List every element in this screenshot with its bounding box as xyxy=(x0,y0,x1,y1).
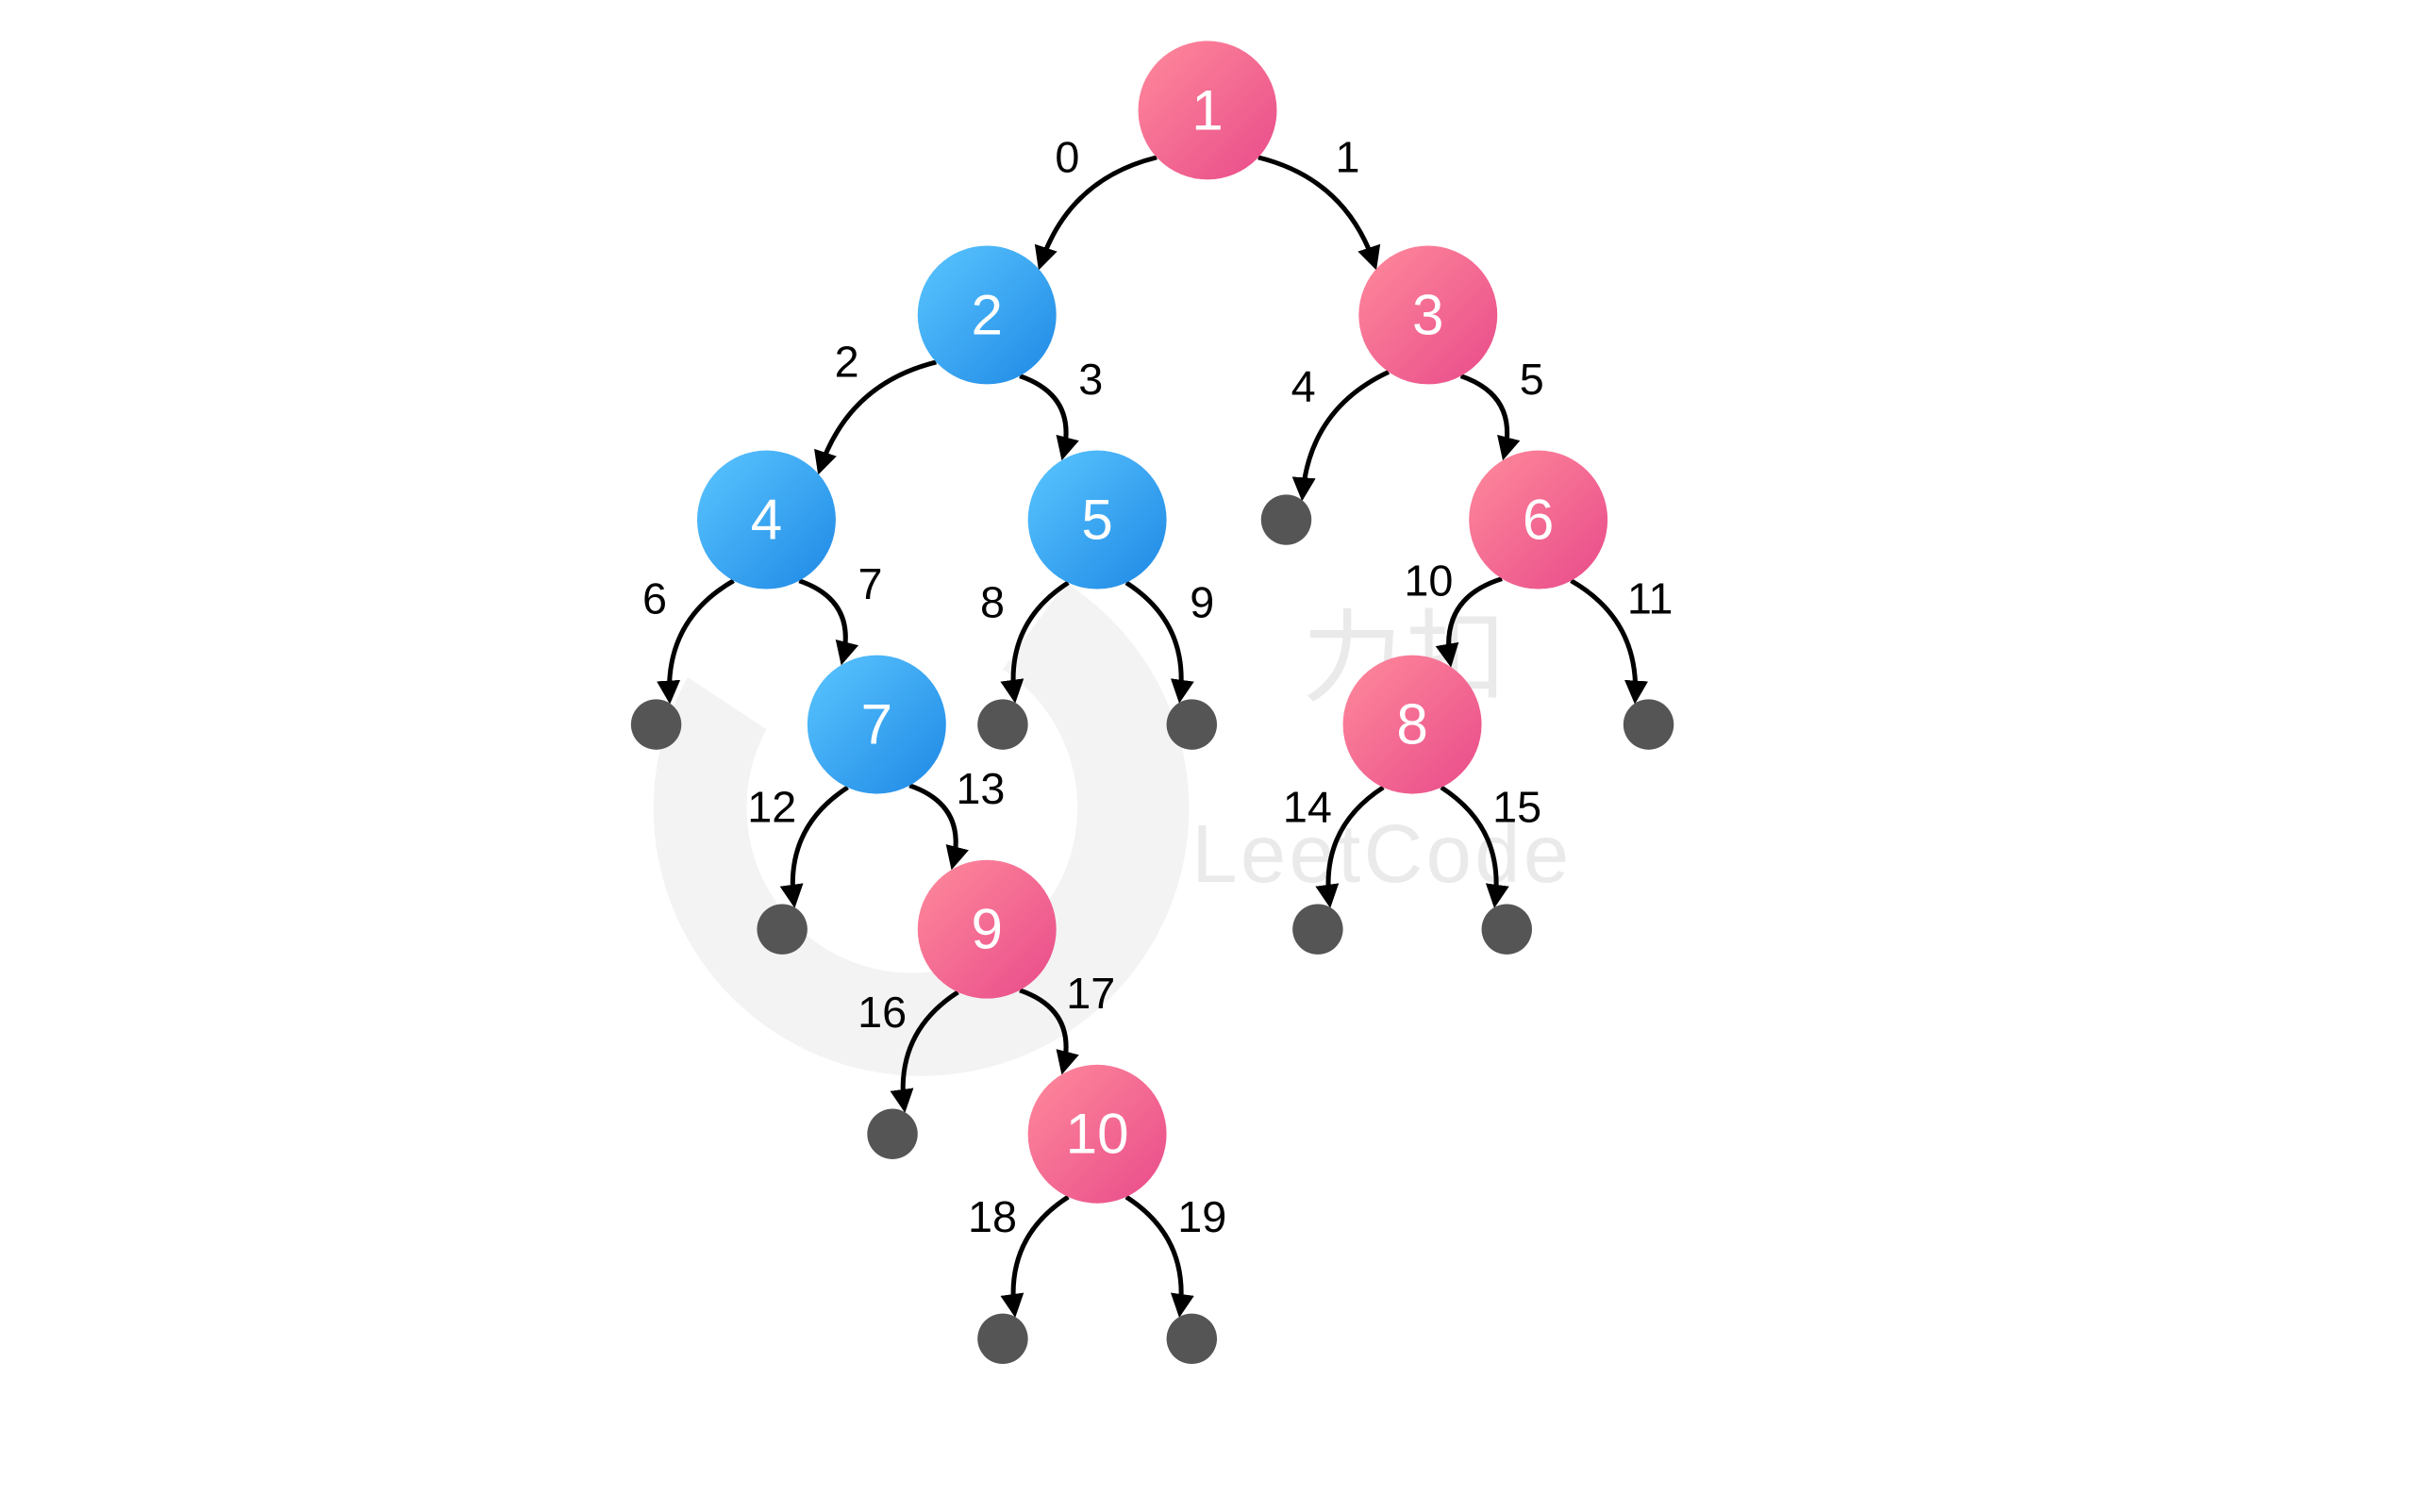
tree-node-label: 10 xyxy=(1066,1103,1129,1166)
tree-node-label: 9 xyxy=(972,898,1003,961)
null-node xyxy=(977,699,1027,749)
null-node xyxy=(1167,1314,1217,1364)
tree-node-label: 5 xyxy=(1081,489,1112,552)
null-node xyxy=(631,699,681,749)
edge-label: 9 xyxy=(1190,578,1214,627)
edge-label: 2 xyxy=(835,338,859,387)
null-node xyxy=(1261,494,1311,544)
tree-node: 5 xyxy=(1028,451,1167,590)
tree-node: 3 xyxy=(1358,245,1497,384)
tree-node: 4 xyxy=(697,451,836,590)
null-node xyxy=(867,1109,917,1159)
tree-node-label: 8 xyxy=(1396,693,1427,756)
edge xyxy=(909,786,956,866)
edge xyxy=(1013,1197,1068,1313)
null-node xyxy=(757,904,807,954)
edge-label: 18 xyxy=(968,1192,1017,1241)
edge-label: 6 xyxy=(642,573,667,623)
edge-label: 4 xyxy=(1291,362,1316,411)
edge-label: 3 xyxy=(1078,355,1103,404)
tree-node-label: 4 xyxy=(751,489,782,552)
null-node xyxy=(1624,699,1674,749)
edge xyxy=(1020,376,1066,457)
tree-node: 2 xyxy=(918,245,1057,384)
tree-node: 8 xyxy=(1343,656,1482,794)
edge-label: 7 xyxy=(858,559,882,608)
null-node xyxy=(1292,904,1342,954)
tree-node-label: 6 xyxy=(1523,489,1554,552)
edge xyxy=(1461,376,1507,457)
edge-label: 19 xyxy=(1177,1192,1226,1241)
edge-label: 17 xyxy=(1066,969,1115,1018)
edge xyxy=(799,581,845,661)
edge xyxy=(1571,581,1635,700)
edge-label: 5 xyxy=(1520,355,1544,404)
tree-node-label: 3 xyxy=(1412,283,1443,346)
tree-node: 9 xyxy=(918,860,1057,999)
edge-label: 11 xyxy=(1627,573,1674,623)
edge xyxy=(1126,1197,1181,1313)
edge xyxy=(792,788,847,904)
null-node xyxy=(1482,904,1532,954)
null-node xyxy=(977,1314,1027,1364)
edge-label: 13 xyxy=(956,764,1005,813)
tree-node: 6 xyxy=(1469,451,1607,590)
tree-node-label: 2 xyxy=(972,283,1003,346)
tree-node: 7 xyxy=(808,656,946,794)
edge-label: 15 xyxy=(1492,783,1541,832)
null-node xyxy=(1167,699,1217,749)
tree-node-label: 1 xyxy=(1191,78,1223,141)
edge-label: 14 xyxy=(1283,783,1332,832)
tree-node: 1 xyxy=(1139,41,1277,179)
edge-label: 10 xyxy=(1404,556,1453,605)
edge xyxy=(669,581,733,700)
edge-label: 12 xyxy=(747,783,796,832)
edge-label: 16 xyxy=(858,988,907,1037)
edge-label: 1 xyxy=(1336,133,1360,182)
tree-diagram: 力扣LeetCode012345678910111213141516171819… xyxy=(0,0,2415,1512)
tree-node: 10 xyxy=(1028,1065,1167,1204)
edge-label: 0 xyxy=(1055,133,1079,182)
tree-node-label: 7 xyxy=(861,693,892,756)
tree-svg: 力扣LeetCode012345678910111213141516171819… xyxy=(0,0,2415,1512)
edge-label: 8 xyxy=(980,578,1005,627)
